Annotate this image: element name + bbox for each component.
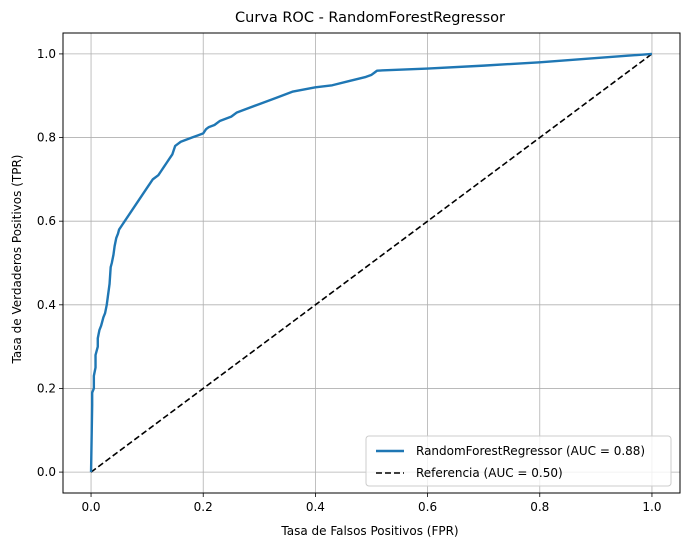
x-tick-label: 1.0 [642,500,661,514]
x-tick-label: 0.4 [306,500,325,514]
legend-box [365,435,672,487]
x-tick-label: 0.2 [194,500,213,514]
x-tick-label: 0.0 [81,500,100,514]
y-tick-label: 0.0 [37,465,56,479]
y-tick-label: 0.2 [37,381,56,395]
legend-label-roc: RandomForestRegressor (AUC = 0.88) [416,444,645,458]
axis-ticks: 0.0 0.2 0.4 0.6 0.8 1.0 0.0 0.2 0.4 0.6 0.8 1.0 [37,47,662,514]
x-tick-label: 0.8 [530,500,549,514]
x-tick-label: 0.6 [418,500,437,514]
y-tick-label: 0.8 [37,131,56,145]
y-tick-label: 1.0 [37,47,56,61]
legend-label-reference: Referencia (AUC = 0.50) [416,466,563,480]
plot-frame [62,32,681,494]
y-axis-label: Tasa de Verdaderos Positivos (TPR) [10,155,24,365]
series-layer [89,52,653,473]
legend: RandomForestRegressor (AUC = 0.88) Refer… [365,435,672,487]
y-tick-label: 0.6 [37,214,56,228]
x-axis-label: Tasa de Falsos Positivos (FPR) [280,524,458,538]
roc-curve-line [89,52,653,473]
chart-title: Curva ROC - RandomForestRegressor [235,10,505,26]
grid-lines [63,33,680,493]
y-tick-label: 0.4 [37,298,56,312]
